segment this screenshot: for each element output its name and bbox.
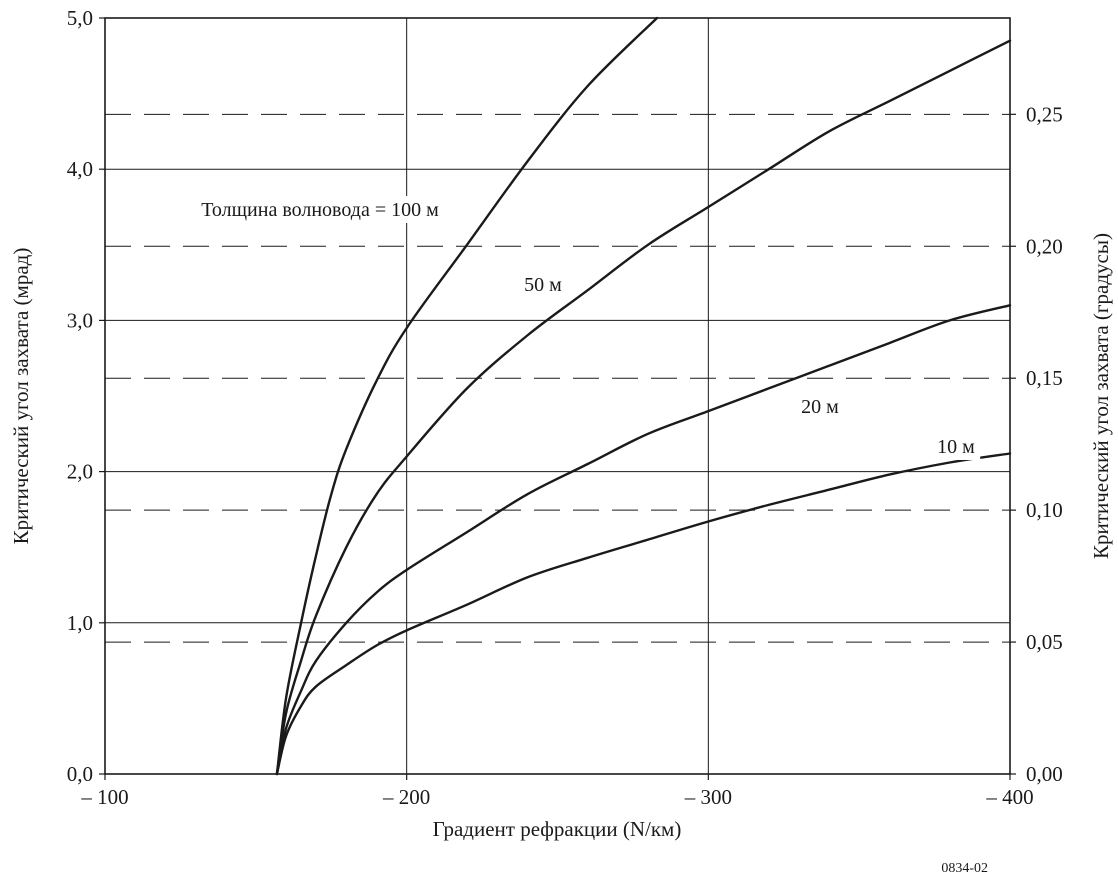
y-tick-label: 0,0	[67, 762, 93, 786]
y2-axis-label: Критический угол захвата (градусы)	[1089, 233, 1113, 559]
series-line	[275, 16, 659, 776]
y2-tick-label: 0,15	[1026, 366, 1063, 390]
y2-tick-label: 0,00	[1026, 762, 1063, 786]
tick-layer	[99, 17, 1016, 780]
y-tick-label: 3,0	[67, 308, 93, 332]
series-line	[275, 39, 1012, 776]
x-tick-label: – 100	[80, 785, 128, 809]
y-tick-label: 4,0	[67, 157, 93, 181]
series-label-background	[518, 271, 568, 298]
y-axis-label: Критический угол захвата (мрад)	[9, 248, 33, 545]
plot-frame	[104, 17, 1011, 775]
series-layer	[275, 16, 1012, 776]
x-tick-label: – 200	[382, 785, 430, 809]
series-label-background	[795, 393, 845, 420]
series-line	[275, 452, 1012, 776]
series-label: 20 м	[801, 396, 839, 418]
y2-tick-label: 0,20	[1026, 234, 1063, 258]
y-tick-label: 5,0	[67, 6, 93, 30]
series-label-background	[931, 433, 981, 460]
grid-layer	[104, 17, 1011, 775]
x-axis-label: Градиент рефракции (N/км)	[433, 817, 682, 841]
y2-tick-label: 0,10	[1026, 498, 1063, 522]
y2-tick-label: 0,25	[1026, 102, 1063, 126]
series-label: 50 м	[524, 274, 562, 296]
label-layer: 0,0 1,0 2,0 3,0 4,0 5,0 0,00 0,05 0,10 0,15 0,20 0,…	[67, 6, 1063, 809]
series-label: Толщина волновода = 100 м	[201, 199, 439, 221]
y2-tick-label: 0,05	[1026, 630, 1063, 654]
x-tick-label: – 300	[684, 785, 732, 809]
figure-id: 0834-02	[941, 861, 988, 876]
x-tick-label: – 400	[985, 785, 1033, 809]
y-tick-label: 1,0	[67, 611, 93, 635]
y-tick-label: 2,0	[67, 460, 93, 484]
series-line	[275, 304, 1012, 776]
series-label-background	[195, 196, 445, 223]
series-label: 10 м	[937, 436, 975, 458]
